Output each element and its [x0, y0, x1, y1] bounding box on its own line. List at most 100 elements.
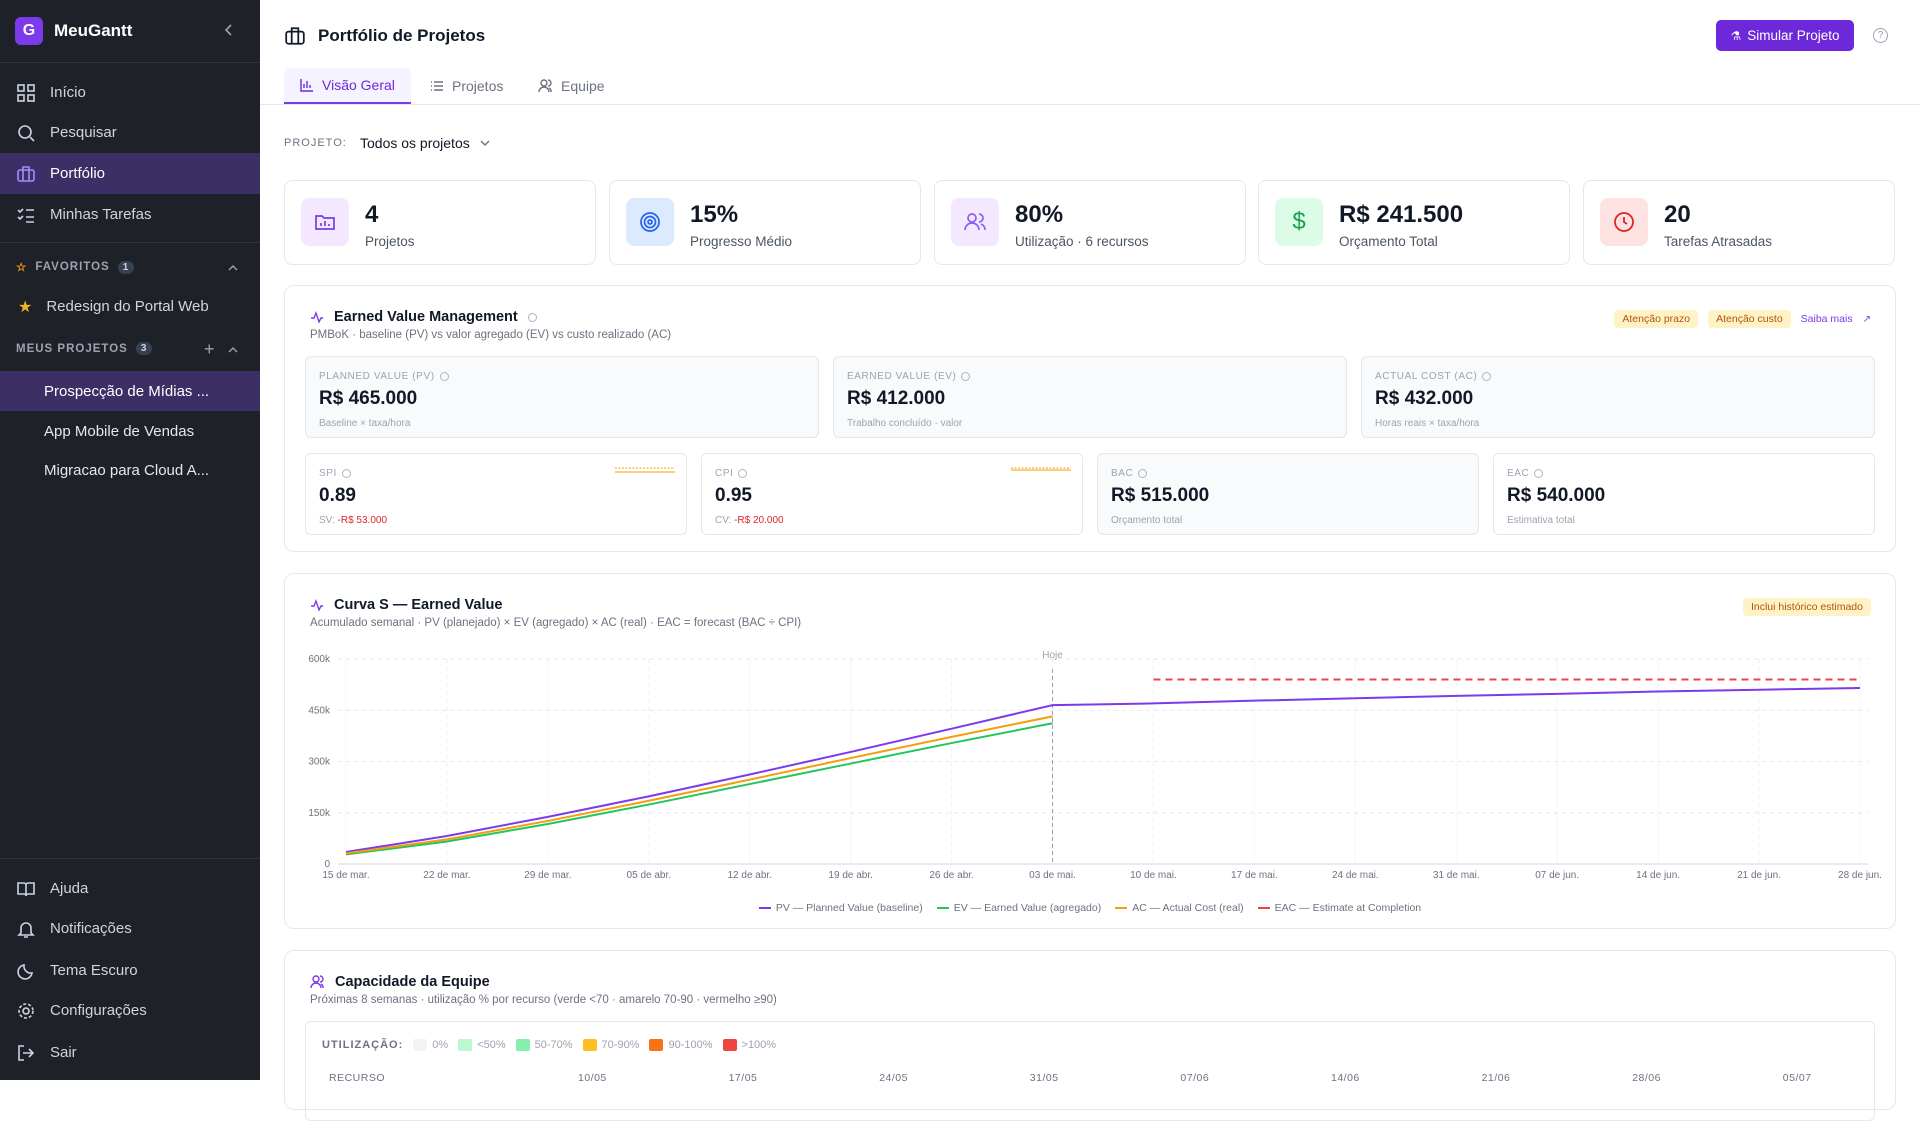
panel-title: Capacidade da Equipe — [310, 974, 490, 990]
panel-subtitle: Acumulado semanal · PV (planejado) × EV … — [310, 617, 802, 629]
column-header: 31/05 — [1029, 1072, 1059, 1084]
legend: PV — Planned Value (baseline) EV — Earned… — [285, 902, 1895, 914]
footer-item[interactable]: Sair — [0, 1032, 260, 1073]
kpi-icon — [301, 198, 349, 246]
column-header: 10/05 — [578, 1072, 607, 1084]
learn-more[interactable]: Saiba mais — [1800, 313, 1853, 325]
column-header: RECURSO — [329, 1072, 386, 1084]
nav-item[interactable]: Minhas Tarefas — [0, 194, 260, 235]
x-tick-label: 03 de mai. — [1029, 870, 1076, 881]
card-label: EARNED VALUE (EV) — [847, 371, 957, 382]
card-value: R$ 412.000 — [847, 388, 946, 409]
legend-label: 90-100% — [668, 1039, 713, 1051]
kpi-value: 80% — [1015, 201, 1064, 228]
collapse-icon[interactable] — [228, 263, 238, 273]
simulate-button[interactable]: ⚗ Simular Projeto — [1716, 20, 1854, 51]
column-header: 05/07 — [1782, 1072, 1812, 1084]
today-label: Hoje — [1042, 650, 1063, 661]
evm-card: ACTUAL COST (AC) R$ 432.000 Horas reais × … — [1361, 356, 1875, 438]
metric-label: CPI — [715, 468, 734, 479]
section-title: FAVORITOS — [35, 261, 110, 273]
legend-swatch — [515, 1039, 530, 1051]
metric-note: Estimativa total — [1507, 515, 1575, 526]
x-tick-label: 21 de jun. — [1737, 870, 1781, 881]
x-tick-label: 10 de mai. — [1130, 870, 1177, 881]
nav-label: Pesquisar — [50, 124, 117, 141]
x-tick-label: 31 de mai. — [1433, 870, 1480, 881]
project-item[interactable]: Prospecção de Mídias ... — [0, 371, 260, 411]
footer-label: Ajuda — [50, 880, 89, 897]
footer-item[interactable]: Tema Escuro — [0, 950, 260, 991]
badge: Atenção custo — [1708, 310, 1791, 328]
kpi-label: Orçamento Total — [1339, 234, 1438, 249]
metric-value: 0.89 — [319, 485, 356, 506]
s-curve-chart: 0 150k 300k 450k 600k 15 de mar. 22 de mar. 29 … — [308, 650, 1882, 881]
column-header: 21/06 — [1481, 1072, 1511, 1084]
metric-note-label: SV: — [319, 515, 335, 526]
nav-item[interactable]: Pesquisar — [0, 112, 260, 153]
footer-item[interactable]: Notificações — [0, 908, 260, 949]
footer-item[interactable]: Ajuda — [0, 868, 260, 909]
kpi-label: Tarefas Atrasadas — [1664, 234, 1773, 249]
legend-title: UTILIZAÇÃO: — [322, 1039, 404, 1051]
footer-item[interactable]: Configurações — [0, 990, 260, 1031]
legend-item: >100% — [722, 1039, 776, 1051]
card-label: ACTUAL COST (AC) — [1375, 371, 1478, 382]
nav-label: Início — [50, 84, 86, 101]
card-note: Baseline × taxa/hora — [319, 418, 411, 429]
y-tick-label: 0 — [324, 859, 330, 870]
kpi-icon — [626, 198, 674, 246]
title-text: Curva S — Earned Value — [334, 597, 503, 613]
legend-swatch — [649, 1039, 664, 1051]
y-tick-label: 600k — [308, 654, 331, 665]
metric-card: BAC R$ 515.000 Orçamento total — [1097, 453, 1479, 535]
legend-swatch — [582, 1039, 597, 1051]
tab[interactable]: Projetos — [414, 68, 519, 104]
page-title: Portfólio de Projetos — [318, 26, 486, 45]
evm-panel: Earned Value Management PMBoK · baseline… — [284, 285, 1896, 552]
tab[interactable]: Equipe — [522, 68, 621, 104]
legend-label: AC — Actual Cost (real) — [1132, 902, 1244, 914]
kpi-label: Projetos — [365, 234, 415, 249]
favorite-item[interactable]: ★ Redesign do Portal Web — [18, 298, 209, 316]
legend-item: EAC — Estimate at Completion — [1257, 902, 1421, 914]
kpi-card: 80% Utilização · 6 recursos — [934, 180, 1246, 265]
x-tick-label: 12 de abr. — [727, 870, 771, 881]
sparkline — [1011, 467, 1071, 471]
kpi-icon — [951, 198, 999, 246]
add-project[interactable]: + — [204, 339, 215, 359]
collapse-icon[interactable] — [228, 345, 238, 355]
metric-label: EAC — [1507, 468, 1530, 479]
x-tick-label: 28 de jun. — [1838, 870, 1882, 881]
kpi-value: 15% — [690, 201, 739, 228]
x-tick-label: 17 de mai. — [1231, 870, 1278, 881]
legend-item: 0% — [413, 1039, 448, 1051]
project-item[interactable]: App Mobile de Vendas — [44, 422, 195, 440]
footer-label: Configurações — [50, 1002, 147, 1019]
metric-value: 0.95 — [715, 485, 752, 506]
metric-value: R$ 540.000 — [1507, 485, 1606, 506]
section-count: 3 — [135, 342, 153, 355]
section-count: 1 — [117, 260, 135, 274]
tab-active[interactable]: Visão Geral — [284, 68, 411, 104]
series-line — [345, 722, 1053, 856]
project-item[interactable]: Migracao para Cloud A... — [44, 461, 210, 479]
evm-badges: Atenção prazo Atenção custo Saiba mais ↗ — [1614, 310, 1871, 328]
legend-swatch — [758, 907, 771, 909]
y-tick-label: 300k — [308, 757, 331, 768]
kpi-card: 15% Progresso Médio — [609, 180, 921, 265]
x-tick-label: 19 de abr. — [828, 870, 872, 881]
help-icon[interactable]: ? — [1873, 28, 1888, 43]
collapse-button[interactable] — [222, 23, 236, 37]
series-line — [345, 715, 1053, 855]
legend-swatch — [458, 1039, 473, 1051]
kpi-value: 20 — [1664, 201, 1691, 228]
nav-item[interactable]: Início — [0, 72, 260, 113]
legend-item: 50-70% — [515, 1039, 573, 1051]
project-select[interactable]: Todos os projetos — [360, 135, 490, 151]
nav-item[interactable]: Portfólio — [0, 153, 260, 194]
nav-label: Minhas Tarefas — [50, 206, 152, 223]
divider — [0, 242, 260, 243]
kpi-card: 20 Tarefas Atrasadas — [1583, 180, 1895, 265]
legend-label: <50% — [477, 1039, 506, 1051]
